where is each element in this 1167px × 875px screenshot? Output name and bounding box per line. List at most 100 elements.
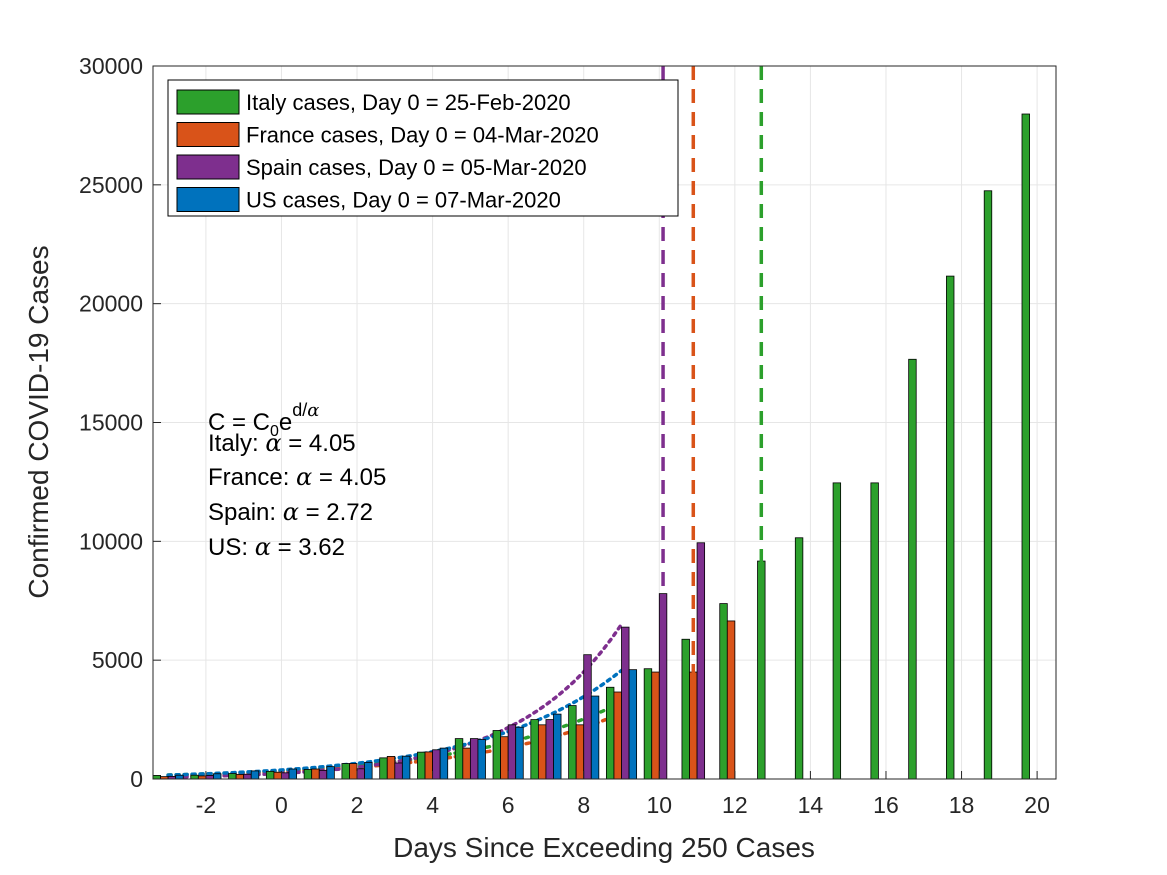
alpha-us: US: α = 3.62 (208, 533, 345, 561)
bar (417, 751, 426, 780)
legend-label: Italy cases, Day 0 = 25-Feb-2020 (246, 90, 571, 115)
bar (726, 620, 736, 780)
legend-swatch (176, 154, 240, 180)
bar (515, 726, 524, 780)
bar (908, 358, 917, 780)
bar (386, 756, 396, 780)
bar (583, 654, 592, 780)
bar (349, 763, 358, 780)
x-tick-label: 8 (577, 792, 590, 818)
bar (243, 773, 252, 780)
bar (590, 695, 600, 780)
x-tick-label: 4 (426, 792, 439, 818)
bar (424, 751, 433, 780)
legend-swatch (176, 89, 240, 115)
y-tick-label: 25000 (79, 172, 143, 198)
y-axis-label: Confirmed COVID-19 Cases (23, 245, 54, 598)
x-tick-label: 10 (646, 792, 672, 818)
bar (228, 773, 237, 780)
y-tick-label: 5000 (92, 647, 143, 673)
bar (870, 482, 879, 780)
x-axis-ticks: -2 0 2 4 6 8 10 12 14 16 18 20 (196, 771, 1050, 818)
y-tick-label: 15000 (79, 410, 143, 436)
bar (235, 774, 245, 780)
bar (537, 724, 547, 780)
bar (356, 768, 365, 780)
bar (273, 771, 282, 780)
legend-items: Italy cases, Day 0 = 25-Feb-2020 France c… (176, 89, 599, 213)
legend-box (167, 79, 679, 217)
bar (454, 738, 464, 780)
bar (326, 766, 335, 780)
bar (651, 671, 660, 780)
bar (643, 668, 653, 780)
bar (719, 603, 728, 780)
bar (250, 770, 260, 780)
bar (318, 769, 328, 780)
bar (432, 749, 441, 780)
bar (545, 719, 554, 780)
bar (605, 686, 615, 780)
bar (190, 774, 199, 780)
bar (311, 768, 320, 780)
y-tick-label: 20000 (79, 291, 143, 317)
bar (288, 768, 297, 780)
alpha-spain: Spain: α = 2.72 (208, 498, 373, 526)
legend-label: US cases, Day 0 = 07-Mar-2020 (246, 188, 561, 213)
bar (628, 669, 638, 780)
legend-label: France cases, Day 0 = 04-Mar-2020 (246, 123, 599, 148)
bar (303, 769, 313, 780)
bar (1021, 113, 1030, 780)
bar (681, 638, 690, 780)
bar (613, 691, 622, 780)
bar (983, 190, 993, 780)
x-tick-label: 6 (502, 792, 515, 818)
bar (500, 736, 509, 780)
bar (401, 755, 411, 780)
bar (575, 724, 585, 780)
bar (469, 738, 479, 780)
bar (621, 626, 630, 780)
formula-text: C = C0ed/α (208, 400, 319, 440)
bar (379, 757, 388, 780)
legend-swatch (176, 187, 240, 212)
x-tick-label: 0 (275, 792, 288, 818)
y-axis-ticks: 0 5000 10000 15000 20000 25000 30000 (79, 53, 161, 792)
bar (364, 761, 373, 780)
bar (439, 747, 449, 780)
x-tick-label: 12 (722, 792, 748, 818)
bar (265, 770, 275, 780)
bars-group (152, 113, 1030, 780)
bar (832, 482, 842, 780)
legend-label: Spain cases, Day 0 = 05-Mar-2020 (246, 155, 587, 180)
x-tick-label: -2 (196, 792, 216, 818)
bar (553, 713, 562, 780)
legend-swatch (176, 122, 240, 147)
bar (205, 775, 214, 780)
x-tick-label: 18 (949, 792, 975, 818)
y-tick-label: 30000 (79, 53, 143, 79)
bar (568, 705, 577, 780)
bar (152, 775, 161, 780)
bar (477, 739, 486, 780)
fit-annotation: C = C0ed/α Italy: α = 4.05 France: α = 4… (208, 400, 386, 561)
bar (946, 275, 955, 780)
x-tick-label: 20 (1024, 792, 1050, 818)
bar (175, 774, 184, 780)
x-tick-label: 14 (798, 792, 824, 818)
bar (213, 773, 222, 780)
legend: Italy cases, Day 0 = 25-Feb-2020 France c… (167, 79, 679, 217)
alpha-france: France: α = 4.05 (208, 463, 386, 491)
bar (281, 772, 290, 780)
y-tick-label: 10000 (79, 528, 143, 554)
bar (507, 724, 517, 780)
bar (696, 542, 706, 780)
bar (794, 537, 804, 780)
bar (462, 747, 471, 780)
y-tick-label: 0 (130, 766, 143, 792)
x-axis-label: Days Since Exceeding 250 Cases (393, 832, 815, 863)
alpha-italy: Italy: α = 4.05 (208, 429, 356, 457)
bar (492, 730, 502, 780)
x-tick-label: 2 (351, 792, 364, 818)
